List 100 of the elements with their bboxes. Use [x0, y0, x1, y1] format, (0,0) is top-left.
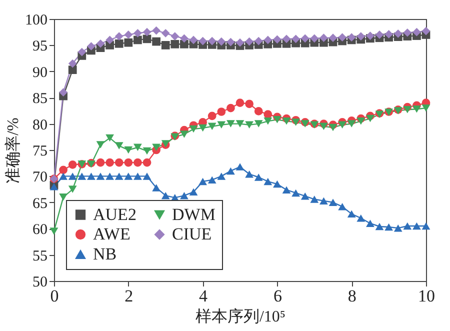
point: [134, 172, 142, 180]
point: [356, 32, 366, 40]
point: [87, 42, 96, 50]
point: [245, 170, 254, 178]
point: [114, 158, 124, 167]
point: [320, 34, 328, 42]
point: [292, 189, 300, 197]
point: [106, 134, 114, 142]
point: [208, 112, 216, 120]
point: [254, 107, 263, 116]
point: [328, 198, 338, 206]
point: [384, 223, 393, 231]
point: [273, 180, 282, 188]
point: [180, 192, 188, 200]
point: [226, 38, 235, 46]
point: [134, 158, 142, 167]
point: [226, 167, 235, 175]
point: [254, 36, 263, 46]
point: [347, 120, 356, 128]
x-tick-label: 2: [124, 286, 134, 306]
x-tick-label: 10: [418, 286, 435, 306]
point: [320, 122, 328, 130]
point: [68, 160, 77, 169]
point: [170, 40, 180, 48]
point: [412, 28, 421, 36]
y-tick-label: 60: [32, 222, 48, 238]
x-tick-label: 0: [50, 286, 59, 306]
point: [300, 192, 310, 200]
point: [208, 36, 216, 46]
point: [282, 186, 291, 194]
point: [282, 34, 291, 44]
x-axis-title: 样本序列/10⁵: [195, 308, 286, 326]
point: [96, 141, 105, 148]
point: [366, 220, 374, 227]
point: [134, 36, 142, 44]
point: [236, 38, 244, 47]
point: [328, 34, 338, 42]
x-tick-label: 4: [199, 286, 208, 306]
point: [245, 37, 254, 46]
point: [236, 98, 244, 108]
point: [189, 188, 198, 196]
point: [114, 142, 124, 150]
point: [152, 37, 160, 46]
point: [180, 40, 188, 48]
point: [124, 30, 133, 39]
point: [384, 30, 393, 38]
point: [273, 116, 282, 124]
point: [254, 174, 263, 181]
point: [180, 130, 188, 138]
point: [422, 26, 430, 36]
point: [189, 36, 198, 44]
point: [106, 158, 114, 167]
point: [161, 41, 170, 50]
y-tick-label: 100: [25, 12, 48, 28]
point: [236, 163, 244, 170]
point: [375, 30, 384, 39]
point: [50, 228, 58, 235]
point: [59, 172, 68, 180]
point: [208, 122, 216, 130]
point: [142, 172, 152, 180]
point: [161, 192, 170, 200]
point: [114, 39, 124, 48]
point: [189, 125, 198, 133]
point: [96, 158, 105, 167]
point: [59, 88, 68, 97]
point: [254, 120, 263, 128]
legend-label: AWE: [93, 224, 130, 244]
point: [87, 172, 96, 180]
point: [403, 106, 412, 114]
point: [245, 121, 254, 128]
y-axis-title: 准确率/%: [4, 118, 22, 184]
legend-label: AUE2: [93, 204, 136, 224]
point: [422, 222, 430, 230]
y-tick-label: 75: [32, 144, 48, 160]
point: [68, 172, 77, 180]
point: [68, 66, 77, 74]
point: [226, 120, 235, 128]
point: [152, 144, 160, 152]
point: [217, 121, 226, 128]
x-tick-label: 6: [273, 286, 282, 306]
point: [217, 108, 226, 116]
point: [273, 35, 282, 44]
point: [124, 146, 133, 154]
point: [161, 28, 170, 38]
point: [403, 28, 412, 37]
point: [347, 33, 356, 42]
point: [264, 118, 272, 125]
point: [78, 172, 86, 180]
point: [292, 34, 300, 44]
point: [338, 121, 346, 128]
point: [366, 32, 374, 40]
point: [59, 194, 68, 201]
point: [106, 172, 114, 180]
point: [412, 222, 421, 230]
point: [338, 202, 346, 210]
point: [106, 36, 114, 44]
point: [152, 26, 160, 35]
point: [198, 124, 207, 132]
point: [245, 100, 254, 108]
point: [114, 172, 124, 180]
